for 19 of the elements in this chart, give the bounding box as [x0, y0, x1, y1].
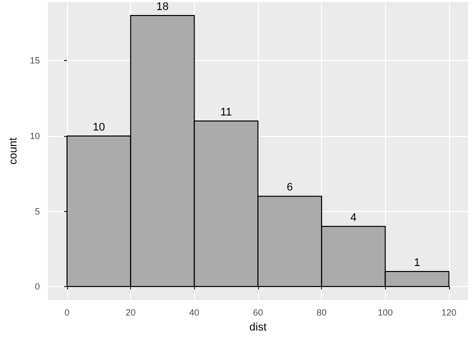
y-tick-label: 0 — [34, 282, 40, 292]
y-tick-label: 15 — [30, 56, 40, 66]
data-label: 18 — [156, 1, 169, 14]
data-label: 4 — [350, 212, 356, 224]
y-tick-label: 5 — [34, 206, 40, 216]
x-tick-label: 60 — [252, 308, 263, 318]
data-label: 10 — [92, 121, 105, 134]
y-axis-title: count — [8, 138, 20, 165]
data-label: 1 — [414, 256, 420, 269]
y-tick-label: 10 — [30, 130, 40, 141]
x-tick-label: 20 — [126, 308, 136, 318]
x-axis-title: dist — [249, 322, 267, 334]
data-label: 6 — [286, 182, 293, 194]
x-tick-label: 120 — [441, 308, 456, 318]
x-tick-label: 0 — [64, 308, 70, 318]
x-tick-label: 100 — [378, 308, 393, 318]
x-tick-label: 80 — [316, 308, 327, 318]
data-label: 11 — [220, 106, 232, 118]
x-tick-label: 40 — [189, 308, 200, 318]
